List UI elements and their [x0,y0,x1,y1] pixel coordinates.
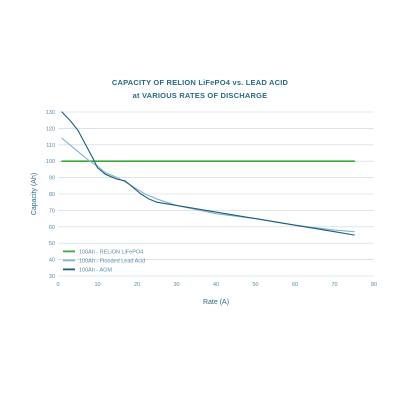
y-tick-label-50: 50 [49,241,55,247]
y-tick-label-70: 70 [49,208,55,214]
x-tick-label-0: 0 [56,282,59,288]
y-tick-label-80: 80 [49,192,55,198]
y-tick-label-130: 130 [46,110,55,116]
legend-item-2: 100Ah - AGM [63,267,112,273]
y-tick-label-40: 40 [49,258,55,264]
x-tick-label-80: 80 [371,282,377,288]
chart-title-line-2: at VARIOUS RATES OF DISCHARGE [132,91,268,100]
x-axis-title: Rate (A) [203,299,229,306]
legend: 100Ah - RELiON LiFePO4 100Ah - Flooded Le… [63,249,145,273]
x-tick-label-30: 30 [173,282,179,288]
y-tick-label-60: 60 [49,225,55,231]
x-tick-label-10: 10 [94,282,100,288]
x-tick-label-70: 70 [331,282,337,288]
axes: 30 40 50 60 70 80 90 100 110 120 130 0 10 20 30 40 50 60 7… [46,110,377,288]
y-tick-label-120: 120 [46,126,55,132]
chart-title-line-1: CAPACITY OF RELION LiFePO4 vs. LEAD ACID [111,78,289,87]
legend-item-1: 100Ah - Flooded Lead Acid [63,258,145,264]
series-line-2 [61,111,355,236]
series-line-1 [61,137,355,233]
y-tick-label-30: 30 [49,274,55,280]
x-tick-label-20: 20 [134,282,140,288]
y-tick-label-110: 110 [46,143,55,149]
y-tick-label-100: 100 [46,159,55,165]
y-axis-title: Capacity (Ah) [31,173,38,215]
legend-item-0: 100Ah - RELiON LiFePO4 [63,249,143,255]
x-tick-label-40: 40 [213,282,219,288]
y-tick-label-90: 90 [49,176,55,182]
x-tick-label-50: 50 [252,282,258,288]
series-lines [61,111,356,236]
legend-label-1: 100Ah - Flooded Lead Acid [79,258,145,264]
x-tick-label-60: 60 [292,282,298,288]
legend-label-2: 100Ah - AGM [79,267,112,273]
legend-label-0: 100Ah - RELiON LiFePO4 [79,249,143,255]
